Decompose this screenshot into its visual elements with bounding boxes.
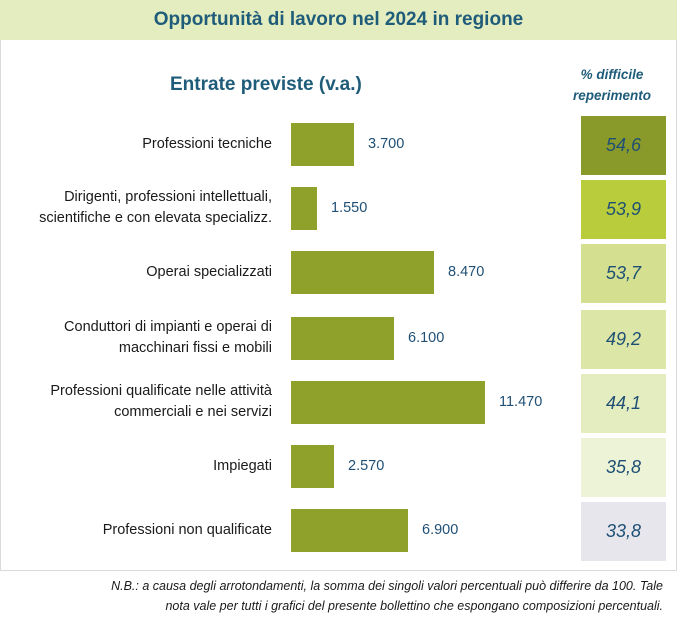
category-label: Professioni tecniche [0, 134, 272, 155]
category-label-line: Conduttori di impianti e operai di [64, 319, 272, 335]
pct-value-box: 33,8 [581, 502, 666, 561]
category-label-line: Professioni qualificate nelle attività [50, 383, 272, 399]
pct-value-box: 44,1 [581, 374, 666, 433]
category-label-line: commerciali e nei servizi [114, 404, 272, 420]
category-label-line: Professioni non qualificate [102, 521, 272, 538]
bar-value-label: 2.570 [348, 458, 385, 474]
pct-header: % difficile reperimento [558, 64, 666, 106]
category-label-line: Operai specializzati [146, 263, 272, 280]
bar [291, 251, 434, 294]
chart-title: Entrate previste (v.a.) [170, 74, 362, 95]
bar [291, 445, 334, 488]
bar-value-label: 1.550 [331, 200, 368, 216]
category-label: Operai specializzati [0, 262, 272, 283]
bar [291, 187, 317, 230]
bar [291, 509, 408, 552]
note-line-2: nota vale per tutti i grafici del presen… [165, 599, 663, 613]
pct-value-box: 53,9 [581, 180, 666, 239]
category-label-line: macchinari fissi e mobili [118, 340, 272, 356]
bar-value-label: 11.470 [499, 394, 543, 410]
category-label-line: scientifiche e con elevata specializz. [39, 210, 272, 226]
pct-value-box: 54,6 [581, 116, 666, 175]
pct-value-box: 49,2 [581, 310, 666, 369]
category-label-line: Dirigenti, professioni intellettuali, [64, 189, 272, 205]
bar [291, 123, 354, 166]
note-line-1: N.B.: a causa degli arrotondamenti, la s… [111, 579, 663, 593]
bar-value-label: 6.900 [422, 522, 459, 538]
category-label-line: Professioni tecniche [142, 135, 272, 152]
category-label: Professioni non qualificate [0, 520, 272, 541]
category-label: Impiegati [0, 456, 272, 477]
pct-header-line2: reperimento [572, 88, 652, 103]
category-label: Dirigenti, professioni intellettuali, sci… [0, 187, 272, 229]
pct-header-line1: % difficile [580, 67, 644, 82]
bar-value-label: 8.470 [448, 264, 485, 280]
bar-value-label: 6.100 [408, 330, 445, 346]
pct-value-box: 35,8 [581, 438, 666, 497]
bar [291, 381, 485, 424]
category-label-line: Impiegati [213, 457, 272, 474]
title-bar: Opportunità di lavoro nel 2024 in region… [0, 0, 677, 40]
bar [291, 317, 394, 360]
bar-value-label: 3.700 [368, 136, 405, 152]
category-label: Conduttori di impianti e operai di macchi… [0, 317, 272, 359]
chart-frame [0, 40, 677, 571]
category-label: Professioni qualificate nelle attività co… [0, 381, 272, 423]
pct-value-box: 53,7 [581, 244, 666, 303]
page-title: Opportunità di lavoro nel 2024 in region… [153, 9, 524, 30]
